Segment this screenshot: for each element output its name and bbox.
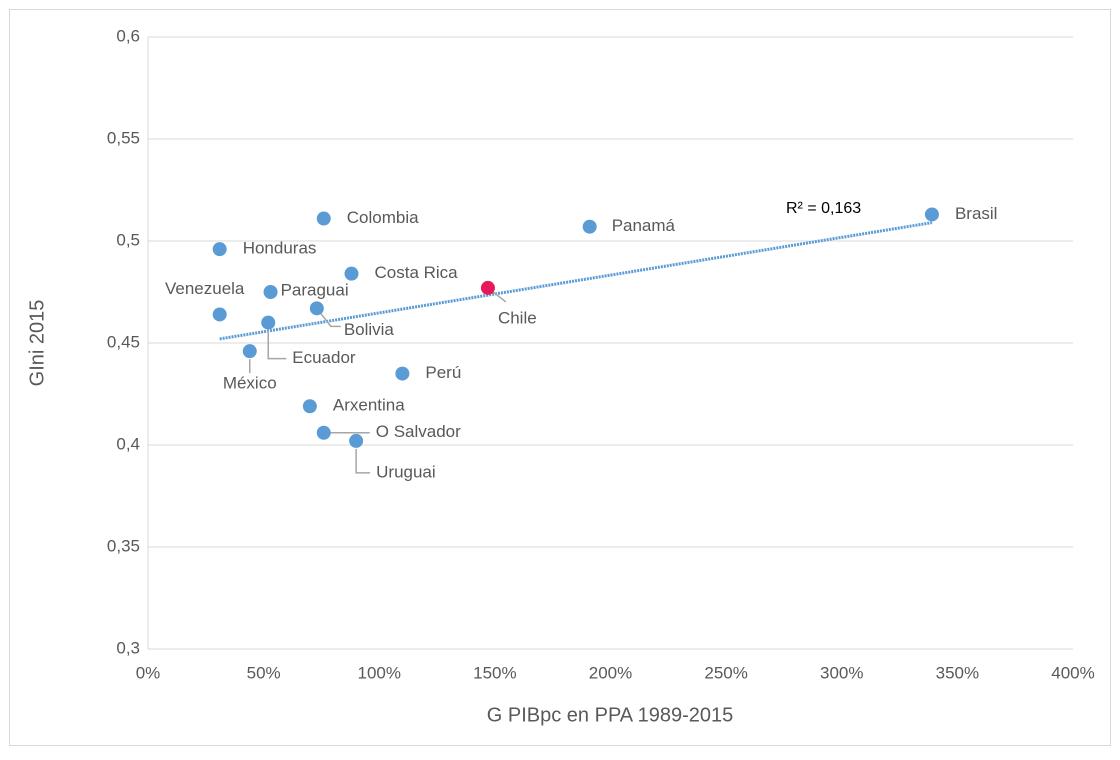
x-tick-label: 100% (358, 663, 401, 682)
x-tick-label: 0% (136, 663, 161, 682)
point-label: Paraguai (281, 280, 349, 299)
point (261, 315, 276, 330)
point (212, 242, 227, 257)
leader-line (316, 307, 341, 328)
point (316, 425, 331, 440)
y-tick-label: 0,4 (116, 434, 140, 453)
point-label: Uruguai (376, 462, 436, 481)
point-label: Brasil (955, 204, 998, 223)
point (212, 307, 227, 322)
x-tick-label: 50% (247, 663, 281, 682)
point (924, 207, 939, 222)
trendline (219, 221, 933, 341)
point (242, 344, 257, 359)
point (349, 433, 364, 448)
x-axis-title: G PIBpc en PPA 1989-2015 (487, 704, 733, 726)
y-tick-label: 0,55 (107, 128, 140, 147)
y-tick-label: 0,3 (116, 638, 140, 657)
point-label: Panamá (612, 216, 676, 235)
x-tick-label: 400% (1051, 663, 1094, 682)
leader-line (355, 448, 371, 474)
x-tick-label: 250% (704, 663, 747, 682)
point (480, 280, 495, 295)
point-label: México (223, 374, 277, 393)
y-axis-title: GIni 2015 (26, 300, 48, 387)
point-label: Ecuador (292, 348, 356, 367)
point (309, 301, 324, 316)
point-label: Arxentina (333, 396, 405, 415)
y-tick-label: 0,35 (107, 536, 140, 555)
y-tick-label: 0,6 (116, 26, 140, 45)
leader-line (267, 322, 287, 360)
x-tick-label: 350% (936, 663, 979, 682)
point-label: O Salvador (376, 422, 461, 441)
point-label: Colombia (347, 208, 419, 227)
point (316, 211, 331, 226)
point (263, 285, 278, 299)
point-label: Costa Rica (375, 263, 459, 282)
point-label: Perú (425, 363, 461, 382)
point-label: Chile (498, 308, 537, 327)
y-tick-label: 0,45 (107, 332, 140, 351)
point-label: Venezuela (165, 279, 245, 298)
y-tick-label: 0,5 (116, 230, 140, 249)
x-tick-label: 300% (820, 663, 863, 682)
point (395, 366, 410, 381)
point-label: Honduras (243, 239, 317, 258)
chart-frame (9, 9, 1111, 746)
point (302, 399, 317, 414)
point (344, 266, 359, 281)
trendline-label: R² = 0,163 (786, 200, 861, 217)
point-label: Bolivia (344, 320, 395, 339)
x-tick-label: 200% (589, 663, 632, 682)
x-tick-label: 150% (473, 663, 516, 682)
point (582, 219, 597, 234)
